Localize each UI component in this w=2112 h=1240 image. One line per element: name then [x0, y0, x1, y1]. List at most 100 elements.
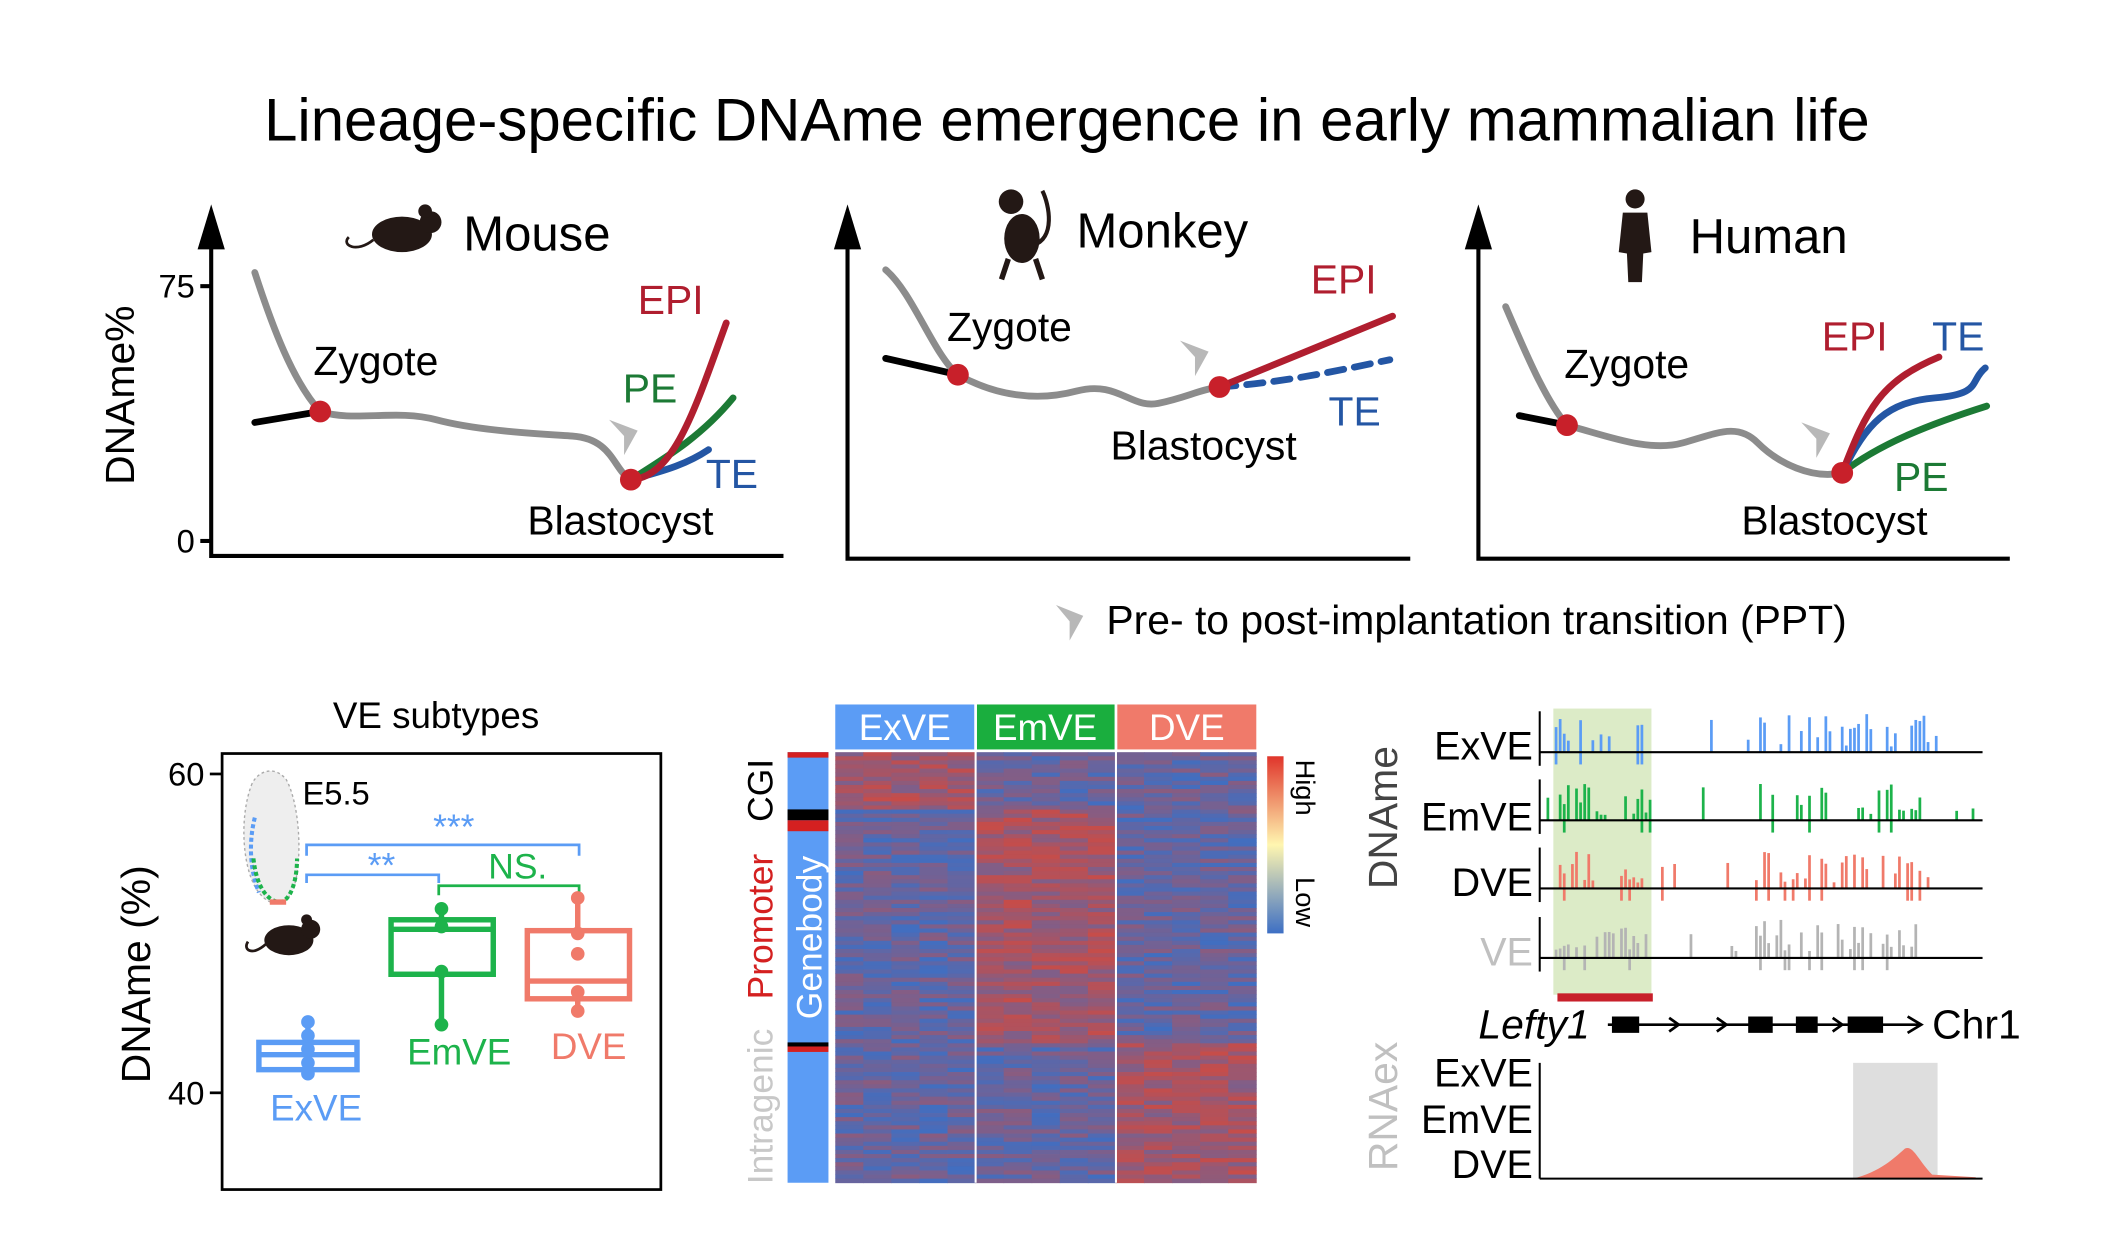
- heatmap-cell: [1200, 1063, 1229, 1069]
- row-label: Intragenic: [740, 1029, 780, 1185]
- heatmap-cell: [863, 1059, 892, 1065]
- track-bar: [1861, 857, 1865, 889]
- heatmap-cell: [1087, 1026, 1117, 1032]
- heatmap-cell: [1172, 842, 1201, 847]
- heatmap-cell: [1031, 1002, 1061, 1007]
- heatmap-cell: [1087, 776, 1117, 782]
- heatmap-cell: [1200, 1088, 1229, 1093]
- heatmap-cell: [1003, 1162, 1033, 1167]
- dot: [1556, 414, 1578, 437]
- heatmap-cell: [1059, 793, 1089, 798]
- heatmap-cell: [1003, 1170, 1033, 1175]
- track-bar: [1566, 785, 1570, 821]
- heatmap-cell: [1144, 1154, 1173, 1159]
- heatmap-cell: [947, 1113, 977, 1118]
- heatmap-cell: [1200, 1006, 1229, 1011]
- track-label: ExVE: [1434, 725, 1533, 769]
- sig-bracket: [305, 873, 441, 883]
- heatmap-cell: [1031, 756, 1061, 761]
- heatmap-cell: [975, 854, 1005, 860]
- heatmap-cell: [1059, 817, 1089, 823]
- heatmap-cell: [863, 875, 892, 880]
- heatmap-cell: [1059, 1129, 1089, 1134]
- heatmap-cell: [975, 789, 1005, 794]
- heatmap-cell: [1059, 1039, 1089, 1044]
- heatmap-cell: [835, 1047, 864, 1052]
- heatmap-cell: [919, 1035, 948, 1040]
- heatmap-cell: [975, 879, 1005, 884]
- heatmap-cell: [1172, 1162, 1201, 1167]
- heatmap-cell: [891, 944, 920, 950]
- curve: [251, 408, 324, 426]
- heatmap-cell: [863, 854, 892, 860]
- heatmap-cell: [835, 1141, 864, 1147]
- heatmap-cell: [835, 936, 864, 942]
- heatmap-cell: [1172, 879, 1201, 884]
- heatmap-cell: [863, 920, 892, 925]
- heatmap-cell: [1115, 1170, 1145, 1175]
- heatmap-cell: [1200, 797, 1229, 802]
- heatmap-cell: [975, 1178, 1005, 1184]
- heatmap-cell: [1115, 924, 1145, 929]
- heatmap-cell: [1115, 760, 1145, 765]
- heatmap-cell: [835, 1178, 864, 1184]
- heatmap-cell: [1003, 813, 1033, 819]
- heatmap-cell: [891, 969, 920, 975]
- heatmap-cell: [919, 1088, 948, 1093]
- heatmap-cell: [835, 1166, 864, 1171]
- heatmap-cell: [1059, 940, 1089, 946]
- heatmap-cell: [1200, 862, 1229, 868]
- track-bar: [1918, 721, 1922, 753]
- heatmap-cell: [919, 1055, 948, 1061]
- heatmap-cell: [1087, 1117, 1117, 1122]
- heatmap-cell: [1087, 817, 1117, 823]
- heatmap-cell: [835, 830, 864, 835]
- heatmap-cell: [891, 1014, 920, 1020]
- heatmap-cell: [1200, 1043, 1229, 1048]
- heatmap-cell: [863, 1076, 892, 1081]
- heatmap-cell: [1200, 1092, 1229, 1098]
- heatmap-cell: [947, 1039, 977, 1044]
- heatmap-cell: [1003, 842, 1033, 847]
- heatmap-cell: [835, 1121, 864, 1126]
- heatmap-cell: [863, 1129, 892, 1134]
- heatmap-cell: [891, 772, 920, 778]
- heatmap-cell: [891, 965, 920, 970]
- heatmap-cell: [1087, 903, 1117, 909]
- heatmap-cell: [1115, 891, 1145, 897]
- heatmap-cell: [891, 817, 920, 823]
- heatmap-cell: [1003, 883, 1033, 888]
- heatmap-cell: [835, 887, 864, 893]
- heatmap-cell: [947, 879, 977, 884]
- heatmap-cell: [1172, 973, 1201, 979]
- heatmap-cell: [1059, 887, 1089, 893]
- heatmap-cell: [863, 1010, 892, 1016]
- heatmap-cell: [1031, 871, 1061, 876]
- heatmap-cell: [1059, 1026, 1089, 1032]
- heatmap-cell: [1144, 866, 1173, 872]
- heatmap-cell: [1087, 990, 1117, 995]
- heatmap-cell: [1172, 916, 1201, 921]
- track-bar: [1791, 879, 1795, 901]
- heatmap-cell: [1172, 1149, 1201, 1155]
- heatmap-cell: [1228, 899, 1257, 905]
- heatmap-cell: [1031, 854, 1061, 860]
- heatmap-cell: [1059, 1113, 1089, 1118]
- heatmap-cell: [1059, 784, 1089, 790]
- heatmap-cell: [1115, 932, 1145, 938]
- heatmap-cell: [1172, 830, 1201, 835]
- heatmap-cell: [1144, 899, 1173, 905]
- heatmap-cell: [919, 784, 948, 790]
- heatmap-cell: [1228, 932, 1257, 938]
- heatmap-cell: [891, 961, 920, 966]
- heatmap-cell: [1172, 887, 1201, 893]
- heatmap-cell: [1172, 780, 1201, 786]
- heatmap-cell: [835, 965, 864, 970]
- heatmap-cell: [1003, 965, 1033, 970]
- heatmap-cell: [919, 883, 948, 888]
- heatmap-cell: [1115, 907, 1145, 913]
- monkey-panel: Monkey Zygote Blastocyst EPI TE: [833, 189, 1411, 561]
- heatmap-cell: [1031, 1145, 1061, 1151]
- heatmap-cell: [1200, 875, 1229, 880]
- heatmap-cell: [919, 1149, 948, 1155]
